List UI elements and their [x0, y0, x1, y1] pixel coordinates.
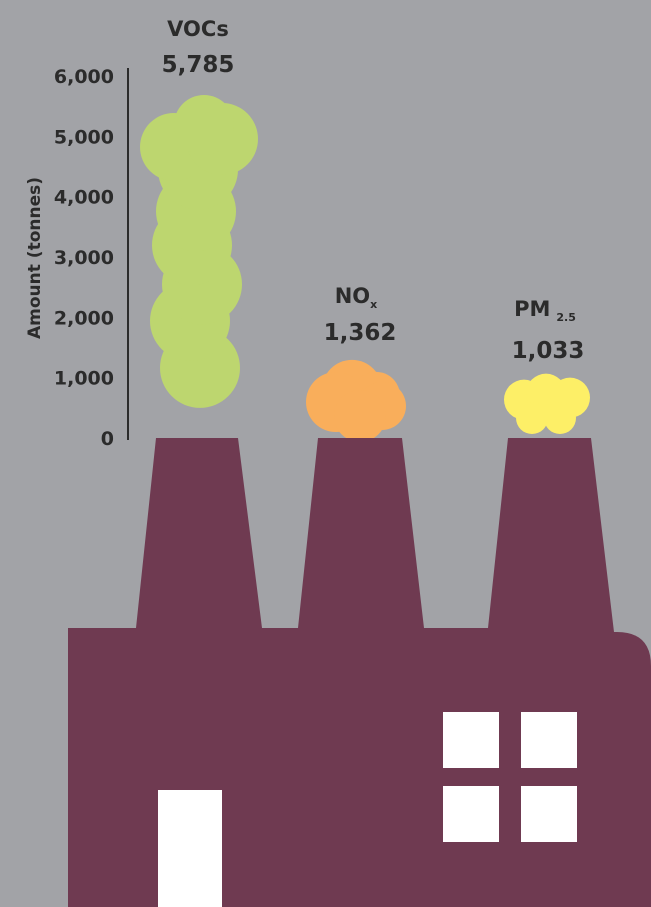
bar-category-label: NOx: [335, 284, 378, 311]
y-tick-label: 2,000: [54, 307, 114, 329]
bar-category-label: VOCs: [167, 17, 229, 41]
smoke-cloud-bar: [306, 360, 406, 442]
factory-illustration: [68, 438, 651, 907]
smoke-cloud-bar: [140, 95, 258, 408]
factory-door: [158, 790, 222, 907]
factory-window: [443, 786, 499, 842]
smoke-puff: [544, 402, 576, 434]
smoke-puff: [516, 402, 548, 434]
bar-value-label: 1,033: [512, 338, 585, 364]
smoke-puff: [334, 390, 386, 442]
bar-value-label: 5,785: [162, 52, 235, 78]
bar-value-label: 1,362: [324, 320, 397, 346]
factory-window: [521, 786, 577, 842]
bar-category-label: PM 2.5: [514, 297, 576, 324]
y-tick-label: 3,000: [54, 247, 114, 269]
smoke-puff: [174, 95, 234, 155]
y-axis-label: Amount (tonnes): [25, 177, 45, 339]
y-tick-label: 1,000: [54, 368, 114, 390]
y-tick-label: 4,000: [54, 187, 114, 209]
y-axis-ticks: 0 1,000 2,000 3,000 4,000 5,000 6,000: [54, 66, 114, 450]
y-tick-label: 0: [101, 428, 114, 450]
smoke-cloud-bar: [504, 374, 590, 434]
y-tick-label: 6,000: [54, 66, 114, 88]
factory-window: [443, 712, 499, 768]
factory-window: [521, 712, 577, 768]
smoke-clouds: [140, 95, 590, 442]
y-tick-label: 5,000: [54, 126, 114, 148]
